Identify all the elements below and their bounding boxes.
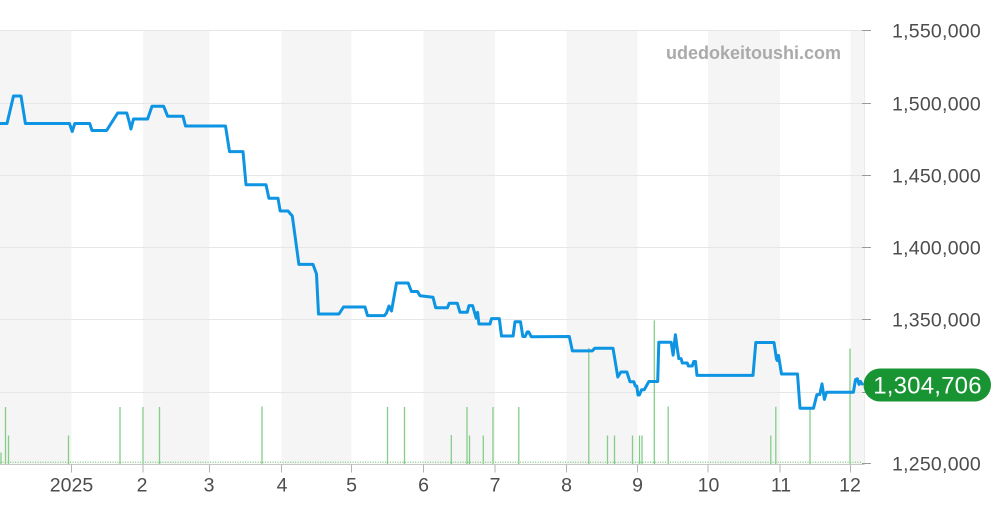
svg-text:2025: 2025: [50, 475, 94, 497]
svg-text:1,550,000: 1,550,000: [892, 21, 981, 43]
svg-text:12: 12: [839, 475, 861, 497]
svg-text:1,250,000: 1,250,000: [892, 454, 981, 476]
svg-text:7: 7: [490, 475, 501, 497]
svg-text:8: 8: [561, 475, 572, 497]
svg-text:1,400,000: 1,400,000: [892, 238, 981, 260]
svg-text:1,304,706: 1,304,706: [873, 373, 982, 400]
svg-text:1,350,000: 1,350,000: [892, 310, 981, 332]
svg-text:10: 10: [698, 475, 720, 497]
svg-text:9: 9: [632, 475, 643, 497]
svg-text:1,450,000: 1,450,000: [892, 166, 981, 188]
svg-text:3: 3: [204, 475, 215, 497]
svg-text:1,500,000: 1,500,000: [892, 94, 981, 116]
svg-text:2: 2: [137, 475, 148, 497]
svg-text:udedokeitoushi.com: udedokeitoushi.com: [666, 43, 841, 63]
svg-text:6: 6: [418, 475, 429, 497]
svg-text:5: 5: [346, 475, 357, 497]
svg-text:4: 4: [277, 475, 288, 497]
svg-text:11: 11: [771, 475, 791, 497]
